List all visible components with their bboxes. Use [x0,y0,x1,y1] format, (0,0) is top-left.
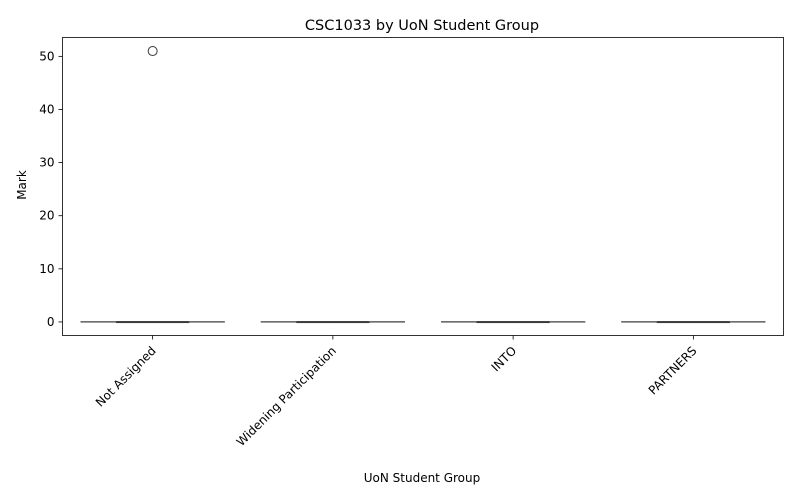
chart-title: CSC1033 by UoN Student Group [305,18,539,34]
x-tick-label: INTO [489,344,520,375]
chart-marks: 0 10 20 30 40 50 Not Assigned Widening Particip… [39,46,766,449]
y-tick-label: 40 [39,102,54,116]
x-tick-label: Widening Participation [234,344,339,449]
y-axis-label: Mark [15,170,29,200]
x-axis-label: UoN Student Group [364,471,481,485]
y-tick-label: 20 [39,209,54,223]
y-tick-label: 50 [39,49,54,63]
y-tick-label: 0 [47,315,55,329]
outlier-point [147,46,158,57]
plot-area-frame [62,37,784,336]
y-tick-label: 10 [39,262,54,276]
x-tick-label: PARTNERS [646,344,700,398]
x-tick-label: Not Assigned [93,344,159,410]
y-tick-label: 30 [39,156,54,170]
